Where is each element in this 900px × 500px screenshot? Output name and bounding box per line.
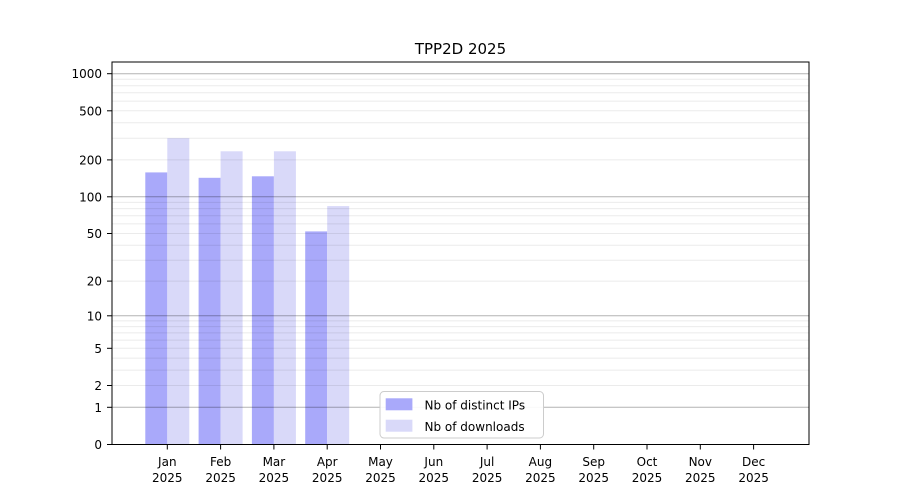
x-tick-label-year: 2025	[205, 471, 236, 485]
x-tick-label-year: 2025	[152, 471, 183, 485]
y-tick-label: 5	[94, 342, 102, 356]
x-tick-label-year: 2025	[419, 471, 450, 485]
bar-downloads-jan	[167, 138, 190, 445]
x-tick-label-month: Jun	[423, 455, 443, 469]
bar-distinct-ips-feb	[198, 177, 221, 445]
x-tick-label-month: Aug	[529, 455, 552, 469]
y-tick-label: 1000	[71, 67, 102, 81]
x-tick-label-year: 2025	[578, 471, 609, 485]
x-tick-label-month: Mar	[263, 455, 286, 469]
y-tick-label: 200	[79, 153, 102, 167]
y-tick-label: 0	[94, 438, 102, 452]
legend-label-downloads: Nb of downloads	[425, 420, 525, 434]
y-tick-label: 2	[94, 379, 102, 393]
bar-distinct-ips-apr	[305, 231, 328, 445]
bar-distinct-ips-jan	[145, 172, 168, 445]
x-tick-label-month: Nov	[689, 455, 712, 469]
x-tick-label-year: 2025	[365, 471, 396, 485]
x-tick-label-month: Apr	[317, 455, 338, 469]
legend-box	[379, 391, 544, 439]
bar-downloads-mar	[273, 151, 296, 445]
chart-title: TPP2D 2025	[414, 40, 506, 58]
x-tick-label-month: Oct	[637, 455, 658, 469]
y-tick-label: 20	[87, 275, 102, 289]
x-tick-label-month: Sep	[582, 455, 605, 469]
y-tick-label: 500	[79, 104, 102, 118]
y-tick-label: 10	[87, 309, 102, 323]
x-tick-label-month: May	[368, 455, 393, 469]
x-tick-label-month: Jul	[479, 455, 494, 469]
legend-swatch-downloads	[385, 419, 413, 432]
x-tick-label-year: 2025	[738, 471, 769, 485]
bar-downloads-apr	[327, 206, 350, 445]
bar-downloads-feb	[220, 151, 243, 445]
x-tick-label-month: Jan	[157, 455, 177, 469]
plot-border	[111, 61, 810, 445]
x-tick-label-year: 2025	[472, 471, 503, 485]
y-tick-label: 1	[94, 401, 102, 415]
legend-label-distinct-ips: Nb of distinct IPs	[425, 399, 526, 413]
y-tick-label: 100	[79, 190, 102, 204]
x-tick-label-year: 2025	[632, 471, 663, 485]
x-tick-label-month: Dec	[742, 455, 765, 469]
bar-distinct-ips-mar	[251, 176, 274, 445]
x-tick-label-year: 2025	[685, 471, 716, 485]
y-tick-label: 50	[87, 227, 102, 241]
legend-swatch-distinct-ips	[385, 398, 413, 411]
x-tick-label-year: 2025	[312, 471, 343, 485]
x-tick-label-month: Feb	[210, 455, 231, 469]
x-tick-label-year: 2025	[525, 471, 556, 485]
x-tick-label-year: 2025	[259, 471, 290, 485]
